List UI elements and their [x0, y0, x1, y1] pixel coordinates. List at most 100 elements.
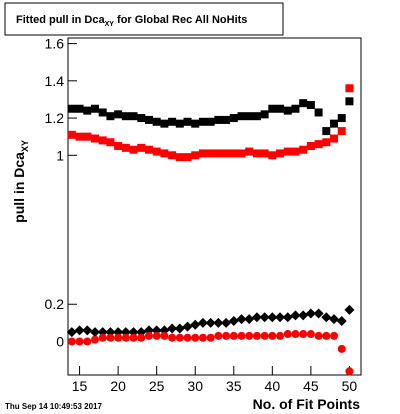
marker-square: [152, 117, 161, 126]
footer: Thu Sep 14 10:49:53 2017: [5, 402, 102, 411]
marker-diamond: [213, 317, 224, 328]
marker-square: [299, 99, 308, 108]
marker-diamond: [290, 310, 301, 321]
marker-square: [291, 104, 300, 113]
marker-diamond: [167, 323, 178, 334]
x-tick-label: 20: [110, 378, 126, 394]
marker-square: [75, 132, 84, 141]
marker-square: [183, 153, 192, 162]
marker-square: [144, 115, 153, 124]
marker-square: [90, 104, 99, 113]
marker-square: [206, 149, 215, 158]
marker-diamond: [205, 317, 216, 328]
marker-square: [252, 149, 261, 158]
marker-square: [121, 143, 130, 152]
marker-square: [252, 112, 261, 121]
marker-circle: [237, 331, 246, 340]
marker-square: [229, 149, 238, 158]
marker-square: [330, 119, 339, 128]
marker-diamond: [267, 312, 278, 323]
marker-square: [83, 132, 92, 141]
marker-circle: [160, 331, 169, 340]
marker-square: [90, 134, 99, 143]
y-tick-label: 1.2: [45, 110, 65, 126]
marker-square: [114, 110, 123, 119]
x-tick-label: 25: [149, 378, 165, 394]
x-tick-label: 15: [72, 378, 88, 394]
marker-circle: [67, 337, 76, 346]
marker-square: [345, 97, 354, 106]
marker-square: [276, 104, 285, 113]
marker-square: [129, 112, 138, 121]
marker-square: [67, 104, 76, 113]
title-rest: for Global Rec All NoHits: [114, 14, 247, 26]
marker-circle: [314, 331, 323, 340]
marker-circle: [168, 333, 177, 342]
marker-circle: [206, 333, 215, 342]
marker-circle: [337, 344, 346, 353]
marker-diamond: [321, 312, 332, 323]
marker-circle: [229, 331, 238, 340]
plot-frame: [67, 37, 362, 376]
marker-circle: [121, 333, 130, 342]
marker-circle: [137, 333, 146, 342]
marker-square: [322, 127, 331, 136]
marker-diamond: [275, 312, 286, 323]
marker-square: [183, 117, 192, 126]
marker-diamond: [228, 316, 239, 327]
marker-square: [168, 117, 177, 126]
marker-square: [67, 130, 76, 139]
marker-square: [245, 112, 254, 121]
marker-diamond: [336, 316, 347, 327]
marker-diamond: [82, 325, 93, 336]
marker-square: [106, 138, 115, 147]
marker-diamond: [74, 325, 85, 336]
marker-square: [268, 104, 277, 113]
marker-square: [198, 149, 207, 158]
marker-circle: [306, 330, 315, 339]
marker-square: [129, 145, 138, 154]
marker-square: [222, 149, 231, 158]
marker-diamond: [190, 319, 201, 330]
marker-square: [175, 153, 184, 162]
y-label-main: pull in Dca: [11, 152, 27, 223]
marker-square: [121, 112, 130, 121]
marker-circle: [260, 331, 269, 340]
marker-circle: [276, 331, 285, 340]
marker-circle: [268, 331, 277, 340]
marker-circle: [283, 330, 292, 339]
marker-square: [214, 149, 223, 158]
marker-circle: [90, 335, 99, 344]
x-axis-label: No. of Fit Points: [253, 396, 361, 412]
marker-circle: [152, 331, 161, 340]
marker-square: [314, 108, 323, 117]
marker-square: [168, 151, 177, 160]
marker-square: [283, 106, 292, 115]
y-tick-label: 1.4: [45, 73, 65, 89]
marker-circle: [175, 333, 184, 342]
y-label-subscript: XY: [20, 140, 30, 152]
marker-diamond: [182, 321, 193, 332]
marker-square: [322, 138, 331, 147]
marker-square: [98, 108, 107, 117]
x-tick-label: 30: [187, 378, 203, 394]
marker-circle: [330, 331, 339, 340]
x-tick-label: 40: [265, 378, 281, 394]
marker-circle: [214, 331, 223, 340]
marker-square: [106, 112, 115, 121]
marker-circle: [114, 333, 123, 342]
marker-circle: [222, 331, 231, 340]
marker-circle: [75, 337, 84, 346]
y-tick-label: 1.6: [45, 36, 65, 52]
marker-square: [152, 147, 161, 156]
title-main: Fitted pull in Dca: [16, 14, 105, 26]
marker-circle: [322, 331, 331, 340]
marker-square: [198, 117, 207, 126]
y-tick-label: 0: [56, 333, 64, 349]
marker-square: [337, 127, 346, 136]
x-tick-label: 50: [342, 378, 358, 394]
marker-diamond: [174, 323, 185, 334]
marker-circle: [252, 331, 261, 340]
title-subscript: XY: [105, 21, 115, 28]
